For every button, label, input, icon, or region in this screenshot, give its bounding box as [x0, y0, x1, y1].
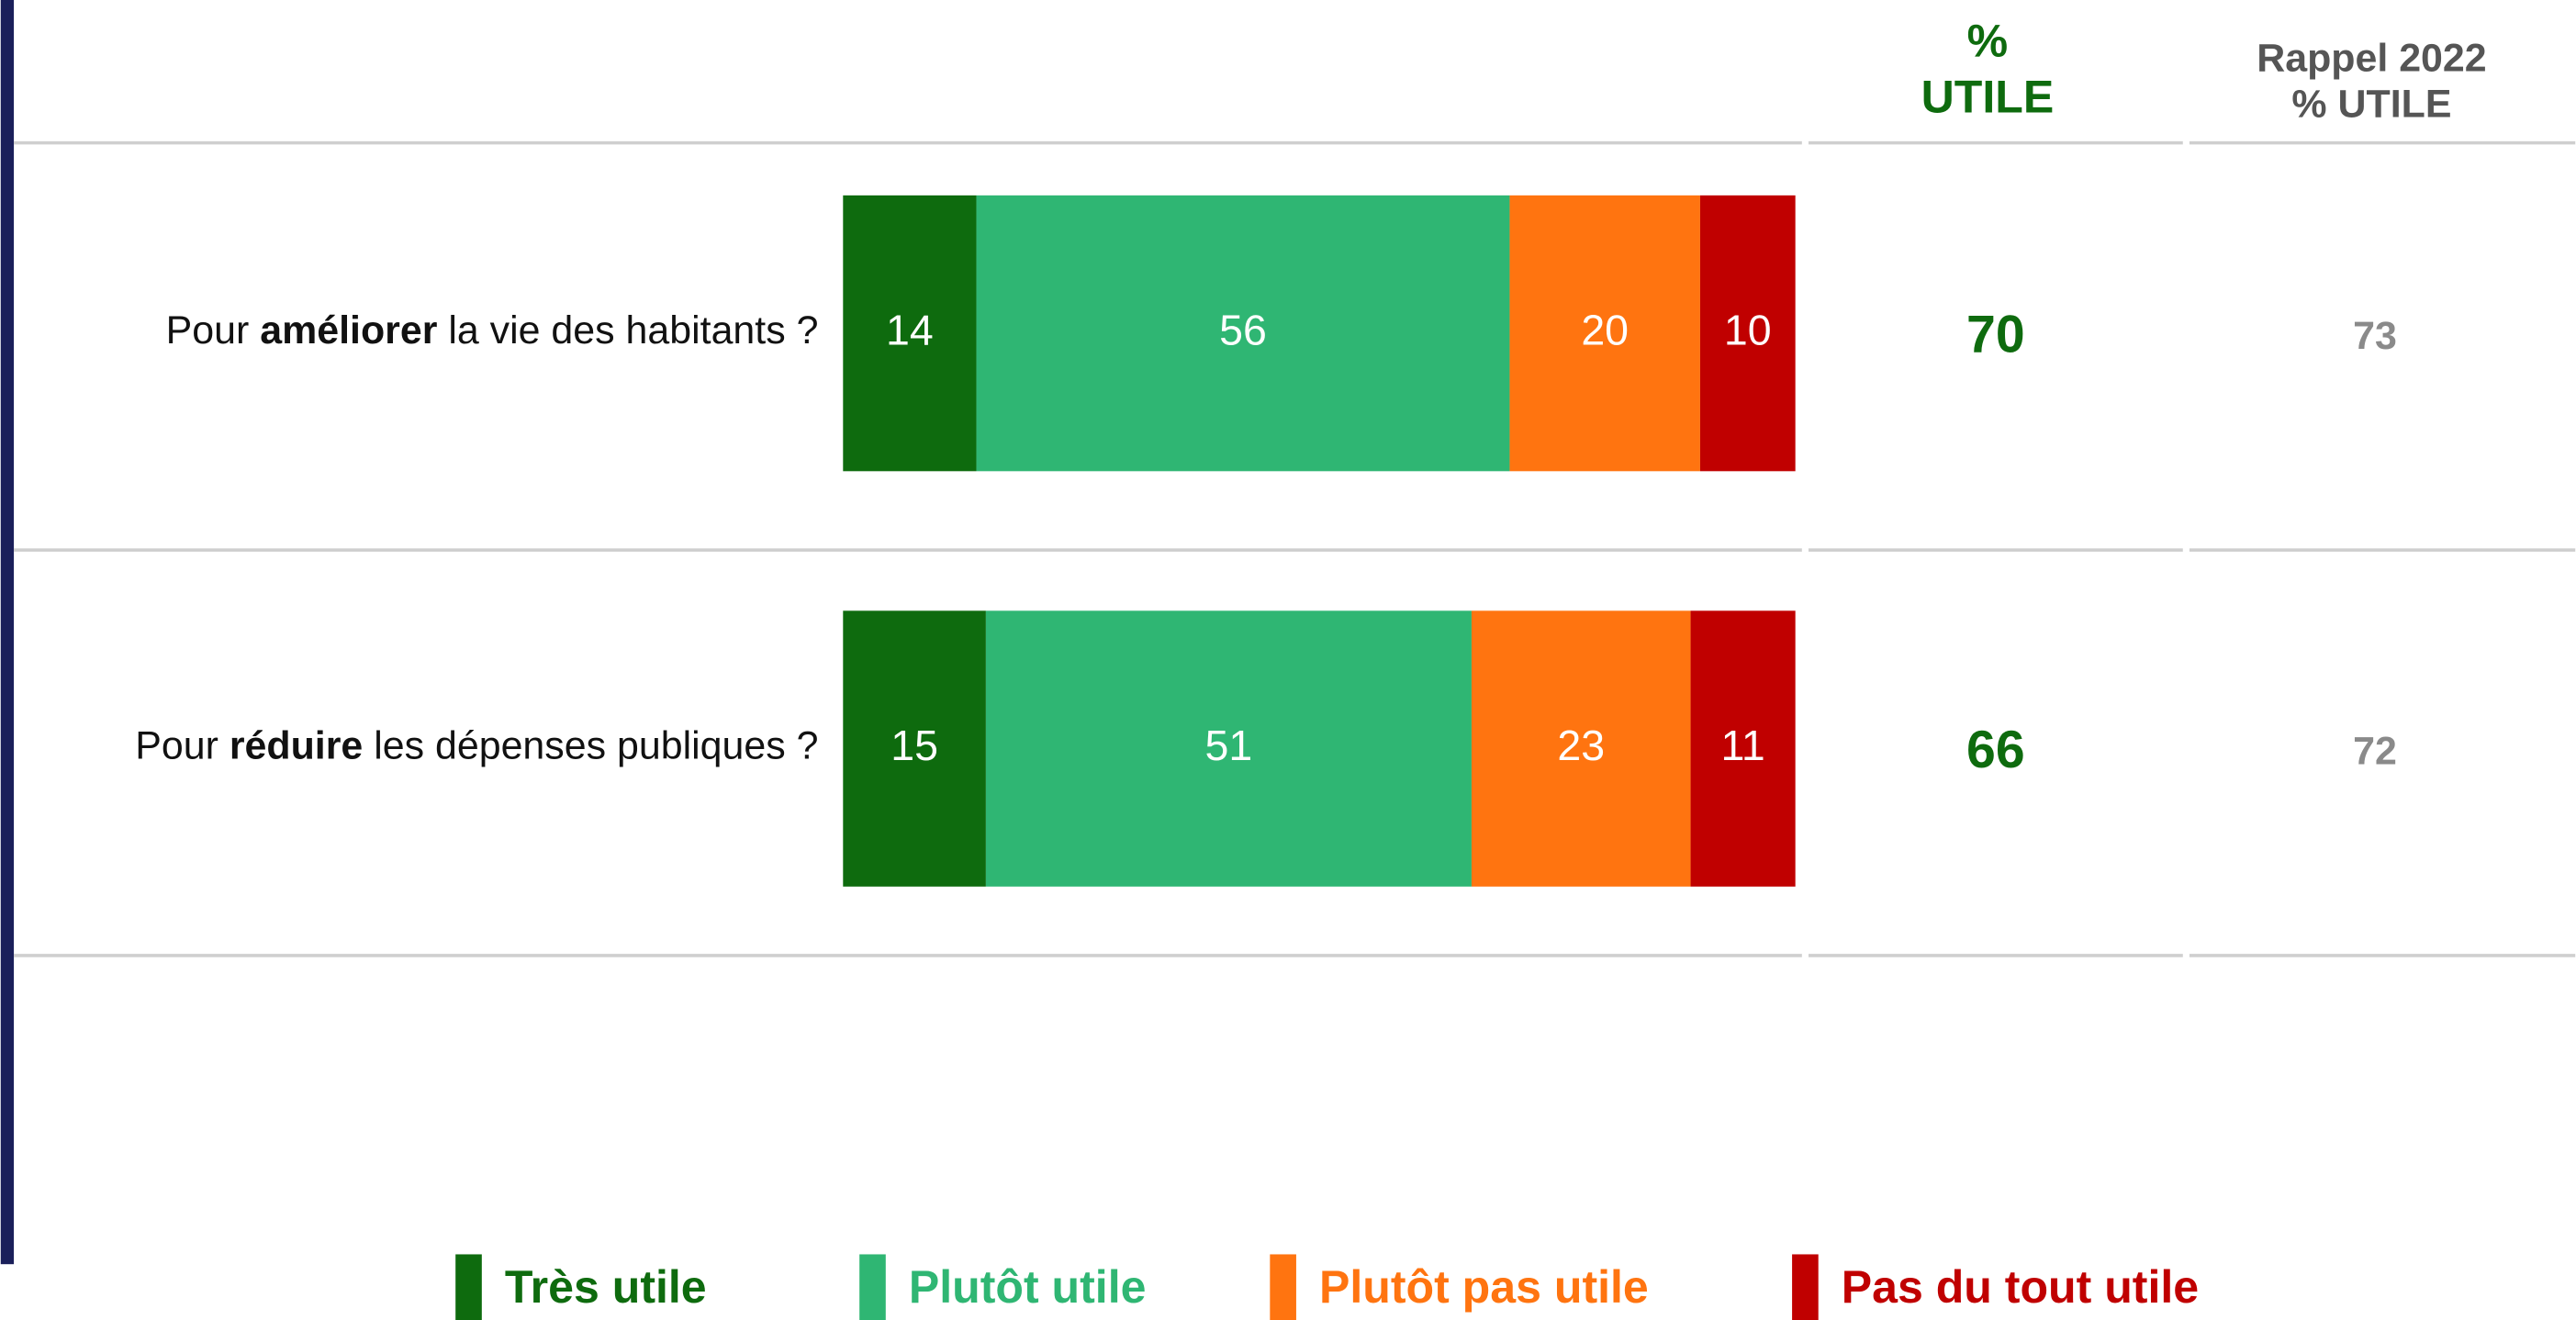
- legend-swatch: [859, 1254, 886, 1320]
- column-value: 70: [1966, 306, 2025, 364]
- data-label: 20: [1581, 306, 1629, 353]
- legend-swatch: [1270, 1254, 1296, 1320]
- legend-label: Pas du tout utile: [1842, 1261, 2199, 1313]
- category-label-part: réduire: [230, 724, 363, 768]
- data-label: 51: [1205, 722, 1253, 769]
- column-header: % UTILE: [2291, 83, 2451, 127]
- bar-segment: [1509, 195, 1700, 472]
- category-label-part: améliorer: [260, 308, 437, 352]
- bar-segment: [843, 610, 986, 887]
- data-label: 11: [1720, 722, 1764, 769]
- column-header: %: [1967, 16, 2009, 67]
- data-label: 15: [890, 722, 938, 769]
- side-bar: [0, 0, 15, 1265]
- category-label-part: les dépenses publiques ?: [363, 724, 818, 768]
- category-label-part: Pour: [166, 308, 261, 352]
- column-value: 66: [1966, 721, 2025, 779]
- category-label-part: Pour: [135, 724, 230, 768]
- category-label: Pour réduire les dépenses publiques ?: [135, 724, 818, 768]
- separators: [14, 140, 2576, 957]
- bar-segment: [843, 195, 977, 472]
- legend-label: Plutôt utile: [909, 1261, 1147, 1313]
- data-label: 14: [886, 306, 934, 353]
- bar-segment: [976, 195, 1510, 472]
- legend-swatch: [1792, 1254, 1819, 1320]
- column-header: UTILE: [1921, 71, 2055, 122]
- bar-segment: [1699, 195, 1796, 472]
- bar-segment: [1690, 610, 1796, 887]
- column-value: 73: [2353, 314, 2397, 358]
- column-value: 72: [2353, 729, 2397, 773]
- legend-label: Plutôt pas utile: [1319, 1261, 1649, 1313]
- data-label: 56: [1219, 306, 1267, 353]
- legend-swatch: [455, 1254, 482, 1320]
- bar-segment: [985, 610, 1472, 887]
- category-label-part: la vie des habitants ?: [437, 308, 818, 352]
- column-header: Rappel 2022: [2257, 37, 2486, 81]
- data-label: 10: [1724, 306, 1772, 353]
- bar-segment: [1471, 610, 1691, 887]
- data-label: 23: [1557, 722, 1605, 769]
- legend-label: Très utile: [505, 1261, 707, 1313]
- category-label: Pour améliorer la vie des habitants ?: [166, 308, 819, 352]
